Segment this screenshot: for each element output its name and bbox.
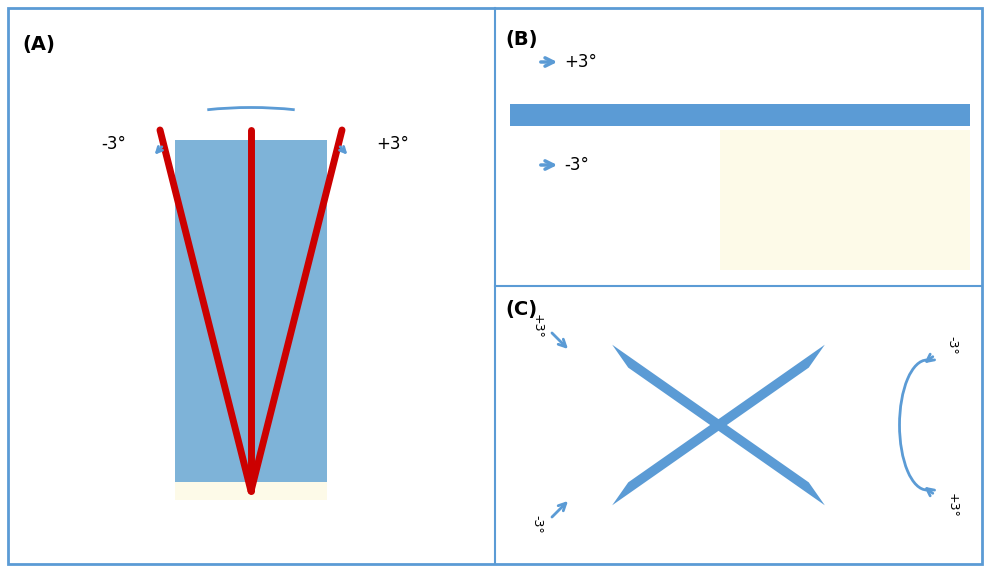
Text: +3°: +3° bbox=[945, 492, 958, 518]
Text: +3°: +3° bbox=[564, 53, 597, 71]
Text: (A): (A) bbox=[22, 35, 54, 54]
Text: -3°: -3° bbox=[945, 336, 958, 355]
Text: (B): (B) bbox=[505, 30, 538, 49]
Bar bbox=[720, 130, 970, 270]
Text: -3°: -3° bbox=[101, 135, 126, 153]
Text: -3°: -3° bbox=[531, 515, 544, 533]
Bar bbox=[175, 482, 327, 500]
Polygon shape bbox=[612, 345, 825, 505]
Bar bbox=[510, 104, 970, 126]
Text: -3°: -3° bbox=[564, 156, 589, 174]
Bar bbox=[175, 140, 327, 500]
Text: +3°: +3° bbox=[531, 313, 544, 339]
Polygon shape bbox=[612, 345, 825, 505]
Text: (C): (C) bbox=[505, 300, 538, 319]
Text: +3°: +3° bbox=[376, 135, 409, 153]
